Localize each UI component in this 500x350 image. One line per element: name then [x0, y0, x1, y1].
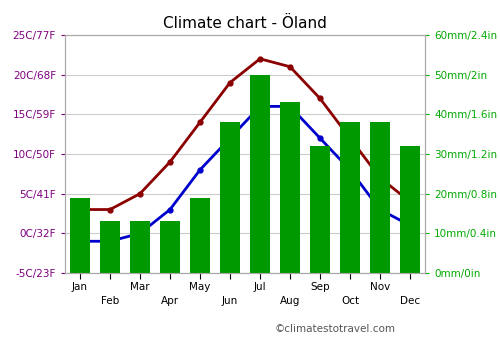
Bar	[190, 198, 210, 273]
Title: Climate chart - Öland: Climate chart - Öland	[163, 16, 327, 31]
Text: Nov: Nov	[370, 282, 390, 292]
Text: ©climatestotravel.com: ©climatestotravel.com	[275, 324, 396, 334]
Bar	[100, 222, 120, 273]
Bar	[370, 122, 390, 273]
Text: Jan: Jan	[72, 282, 88, 292]
Text: Mar: Mar	[130, 282, 150, 292]
Bar	[400, 146, 420, 273]
Bar	[340, 122, 360, 273]
Bar	[310, 146, 330, 273]
Bar	[130, 222, 150, 273]
Text: Feb: Feb	[101, 296, 119, 306]
Bar	[70, 198, 90, 273]
Text: Aug: Aug	[280, 296, 300, 306]
Text: Jul: Jul	[254, 282, 266, 292]
Bar	[220, 122, 240, 273]
Bar	[250, 75, 270, 273]
Text: Sep: Sep	[310, 282, 330, 292]
Text: Oct: Oct	[341, 296, 359, 306]
Text: Dec: Dec	[400, 296, 420, 306]
Text: Jun: Jun	[222, 296, 238, 306]
Bar	[280, 103, 300, 273]
Text: Apr: Apr	[161, 296, 179, 306]
Text: May: May	[190, 282, 210, 292]
Bar	[160, 222, 180, 273]
